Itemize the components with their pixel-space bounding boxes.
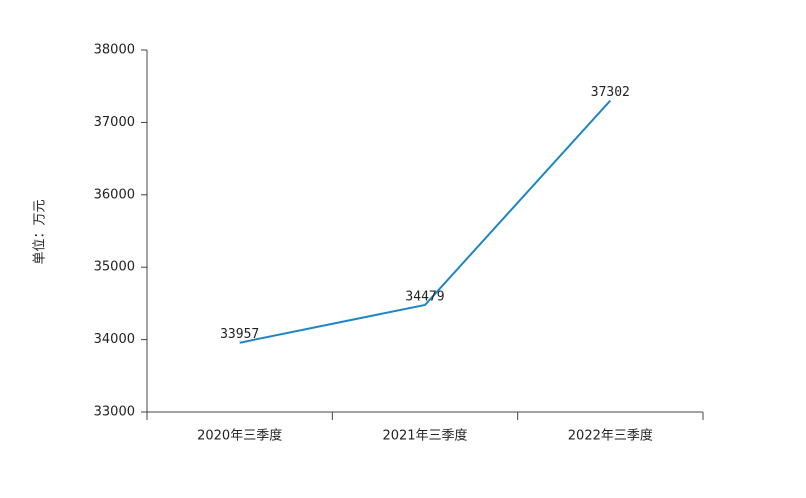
y-tick-label: 33000	[94, 405, 135, 420]
y-tick-label: 35000	[94, 260, 135, 275]
x-tick-label: 2021年三季度	[382, 428, 467, 444]
data-label: 34479	[405, 289, 444, 304]
y-tick-label: 36000	[94, 187, 135, 202]
x-tick-label: 2020年三季度	[197, 428, 282, 444]
x-tick-label: 2022年三季度	[568, 428, 653, 444]
line	[239, 99, 612, 344]
data-label: 33957	[220, 327, 259, 342]
y-tick-label: 37000	[94, 115, 135, 130]
data-label: 37302	[591, 85, 630, 100]
y-axis-label: 单位：万元	[33, 199, 48, 264]
y-tick-label: 34000	[94, 332, 135, 347]
y-tick-label: 38000	[94, 43, 135, 58]
